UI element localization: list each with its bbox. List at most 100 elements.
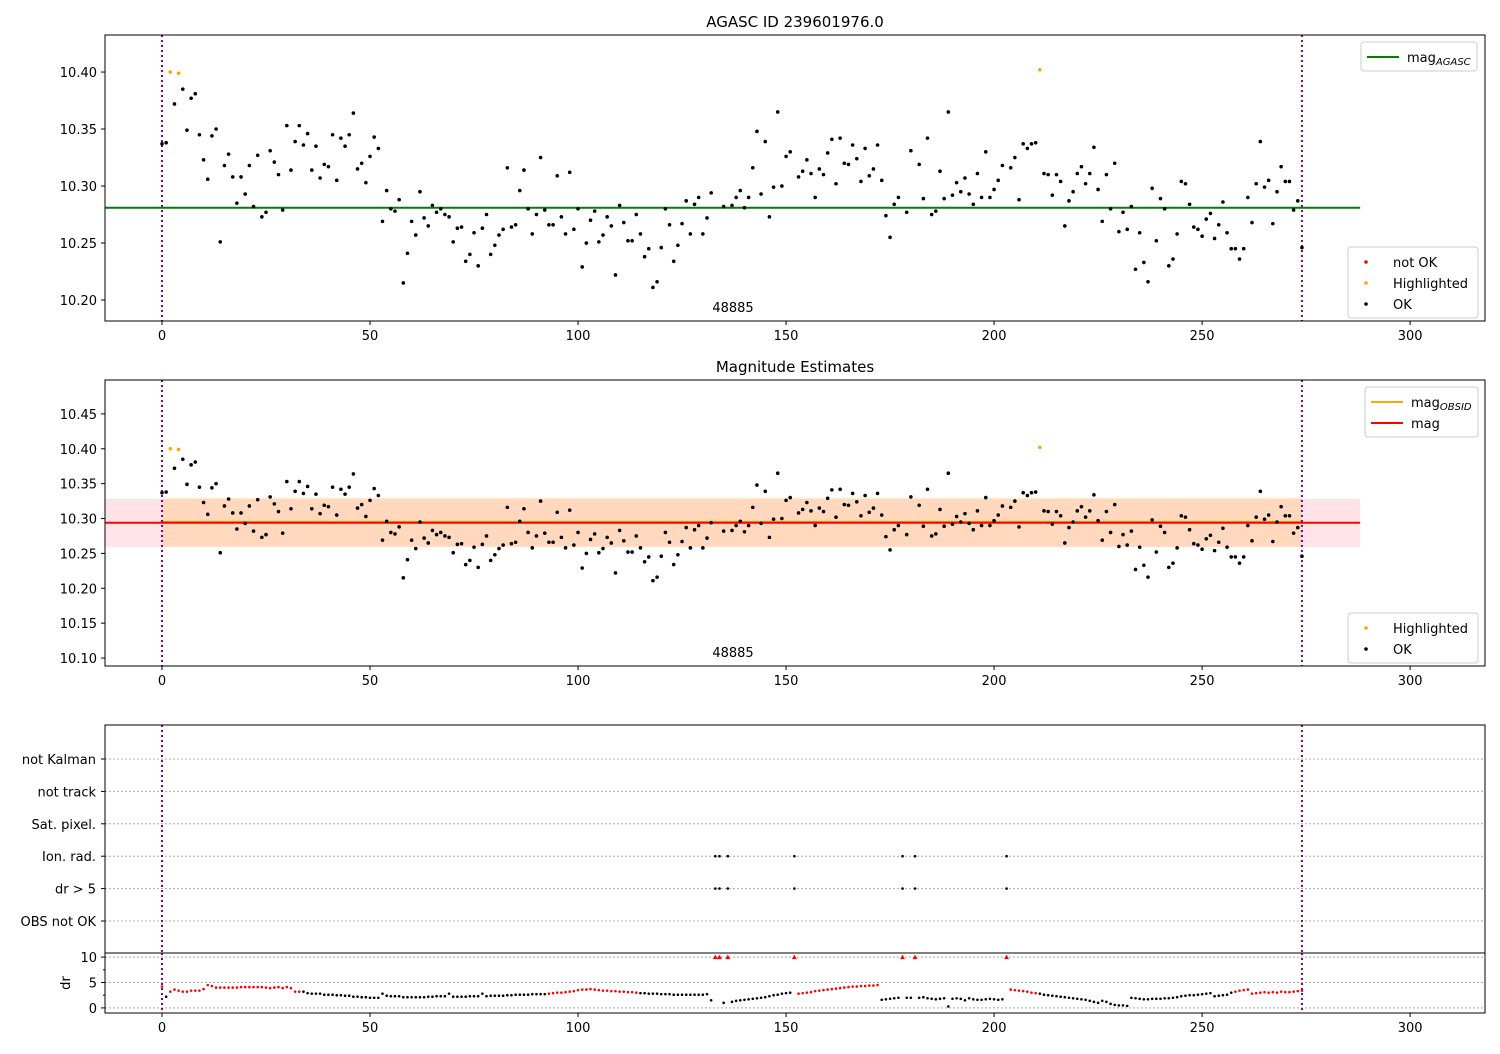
ok-point [1216,222,1221,227]
ok-point [734,195,738,200]
dr-point [851,985,854,988]
ok-point [314,492,318,496]
ok-point [314,144,318,148]
ok-point [1283,179,1288,184]
ok-point [626,550,630,554]
dr-point [514,993,517,996]
ok-point [493,243,497,248]
ok-point [605,535,609,540]
dr-point [443,994,447,998]
ok-point [821,172,826,177]
ok-point [1092,145,1096,150]
dr-point [489,994,492,998]
dr-point [701,993,705,996]
ok-point [580,566,584,570]
ok-point [472,545,476,549]
ok-point [164,490,168,494]
legend-point-swatch [1364,626,1368,630]
dr-point [934,997,938,1001]
ok-point [642,559,647,564]
ok-point [834,181,838,186]
dr-point [551,991,555,995]
ok-point [688,546,693,550]
ok-point [1025,493,1030,498]
dr-point [285,985,289,989]
x-tick-label: 300 [1398,1021,1423,1036]
dr-point [967,996,971,1000]
ok-point [1071,520,1075,524]
dr-point [930,997,933,1001]
ok-point [983,495,988,500]
ok-point [226,152,231,156]
ok-point [759,192,763,196]
dr-point [605,989,609,992]
ok-point [1233,246,1238,251]
dr-point [1096,1001,1100,1005]
ok-point [455,226,460,231]
ok-point [1042,509,1046,513]
dr-point [493,994,497,998]
dr-point [980,998,983,1002]
legend-label: OK [1393,643,1412,658]
ok-point [468,252,472,257]
dr-point [1246,988,1250,991]
dr-point [1063,995,1067,999]
dr-point [676,993,680,996]
dr-point [1179,994,1183,998]
ok-point [813,195,817,200]
ok-point [1067,525,1071,530]
dr-point [593,988,596,991]
top-panel-title: AGASC ID 239601976.0 [706,13,884,31]
ok-point [979,195,984,200]
ok-point [264,210,268,215]
dr-point [1213,994,1216,998]
ok-point [1187,527,1192,532]
ok-point [1200,234,1204,238]
ok-point [934,532,938,536]
dr-point [481,992,484,995]
ok-point [526,530,530,535]
ok-point [1191,541,1196,546]
ok-point [472,230,476,235]
ok-point [842,161,847,166]
ok-point [609,541,614,545]
ok-point [276,509,281,514]
ok-point [247,163,252,168]
dr-point [297,990,301,993]
dr-panel-frame [104,952,1486,1014]
ok-point [501,543,505,547]
dr-point [339,993,343,997]
ok-point [1063,224,1067,228]
ok-point [588,537,593,542]
ok-point [509,541,514,546]
dr-point [1300,989,1304,992]
dr-point [738,998,742,1002]
dr-point [1038,992,1042,995]
dr-point [435,994,438,998]
x-tick-label: 50 [362,329,379,344]
ok-point [1150,186,1154,191]
ok-point [884,213,888,218]
ok-point [838,487,842,492]
ok-point [1063,541,1067,545]
ok-point [405,557,410,562]
ok-point [301,491,306,496]
dr-point [622,990,626,993]
ok-point [1229,246,1234,251]
ok-point [1075,509,1080,513]
dr-point [1155,997,1158,1001]
dr-point [1046,993,1050,997]
ok-point [1179,179,1184,184]
legend-box [1347,612,1479,664]
dr-point [510,993,513,997]
ok-point [705,216,709,220]
dr-point [410,995,413,999]
dr-point [1217,994,1221,998]
dr-point [576,988,580,992]
ok-point [476,264,480,268]
ok-point [355,167,360,171]
ok-point [846,503,851,508]
dr-point [173,988,176,991]
dr-point [888,997,892,1001]
ok-point [230,511,235,515]
